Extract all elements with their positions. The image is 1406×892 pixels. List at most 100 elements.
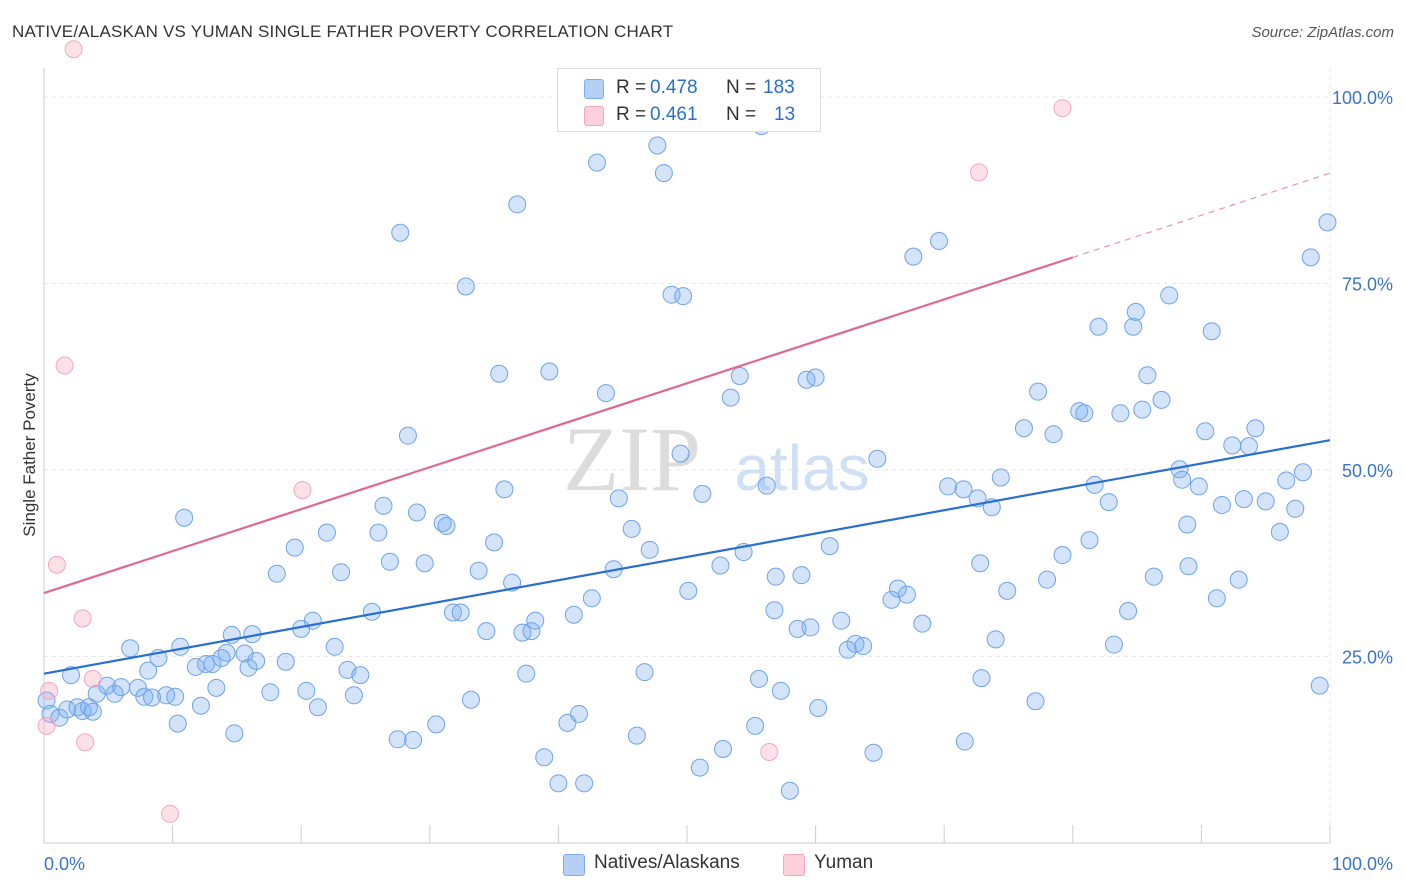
native-point xyxy=(1099,493,1118,512)
legend-item-yuman[interactable]: Yuman xyxy=(783,851,893,877)
trend-lines xyxy=(43,172,1331,675)
native-point xyxy=(1029,382,1048,401)
native-point xyxy=(239,658,258,677)
n-label: N = xyxy=(726,77,757,98)
native-point xyxy=(490,364,509,383)
native-point xyxy=(1207,589,1226,608)
native-point xyxy=(714,740,733,759)
native-point xyxy=(1212,496,1231,515)
watermark-zip: ZIP xyxy=(563,408,701,510)
native-point xyxy=(1318,213,1337,232)
native-point xyxy=(285,538,304,557)
legend-label-natives: Natives/Alaskans xyxy=(594,852,740,873)
native-point xyxy=(415,554,434,573)
yuman-point xyxy=(37,716,56,735)
native-point xyxy=(508,195,527,214)
watermark-atlas: atlas xyxy=(734,432,869,504)
r-label: R = xyxy=(616,77,647,98)
swatch-natives xyxy=(584,79,604,99)
native-point xyxy=(1270,522,1289,541)
native-point xyxy=(622,519,641,538)
native-point xyxy=(998,581,1017,600)
native-point xyxy=(1178,515,1197,534)
native-point xyxy=(1133,400,1152,419)
native-point xyxy=(217,643,236,662)
stats-legend: R = 0.478 N = 183 R = 0.461 N = 13 xyxy=(557,68,821,132)
swatch-yuman xyxy=(584,106,604,126)
native-point xyxy=(721,388,740,407)
native-point xyxy=(1196,422,1215,441)
yuman-point xyxy=(760,742,779,761)
native-point xyxy=(1080,531,1099,550)
native-point xyxy=(564,605,583,624)
native-point xyxy=(609,489,628,508)
native-point xyxy=(175,508,194,527)
native-point xyxy=(143,688,162,707)
trend-line-natives xyxy=(43,439,1331,675)
native-point xyxy=(477,622,496,641)
native-point xyxy=(771,681,790,700)
native-point xyxy=(437,516,456,535)
native-point xyxy=(398,426,417,445)
native-point xyxy=(780,781,799,800)
n-label: N = xyxy=(726,104,757,125)
native-point xyxy=(517,664,536,683)
native-point xyxy=(746,716,765,735)
legend-item-natives[interactable]: Natives/Alaskans xyxy=(563,851,763,877)
native-point xyxy=(41,704,60,723)
native-point xyxy=(191,696,210,715)
yuman-point xyxy=(161,804,180,823)
native-point xyxy=(792,566,811,585)
native-point xyxy=(806,368,825,387)
native-point xyxy=(451,603,470,622)
native-point xyxy=(1173,470,1192,489)
native-point xyxy=(297,681,316,700)
native-point xyxy=(267,564,286,583)
native-point xyxy=(380,552,399,571)
native-point xyxy=(1089,317,1108,336)
native-point xyxy=(991,468,1010,487)
native-point xyxy=(1223,436,1242,455)
native-point xyxy=(369,523,388,542)
yuman-point xyxy=(73,609,92,628)
native-point xyxy=(207,678,226,697)
native-point xyxy=(391,223,410,242)
native-point xyxy=(690,758,709,777)
stats-row-natives: R = 0.478 N = 183 xyxy=(558,77,820,101)
native-point xyxy=(344,686,363,705)
native-point xyxy=(308,698,327,717)
native-point xyxy=(596,384,615,403)
native-point xyxy=(469,561,488,580)
native-point xyxy=(766,567,785,586)
native-point xyxy=(351,666,370,685)
native-point xyxy=(427,715,446,734)
native-point xyxy=(765,601,784,620)
native-point xyxy=(954,480,973,499)
native-point xyxy=(1234,490,1253,509)
native-point xyxy=(971,554,990,573)
yuman-point xyxy=(969,163,988,182)
native-point xyxy=(1160,286,1179,305)
n-value: 183 xyxy=(763,77,795,98)
native-point xyxy=(679,581,698,600)
native-point xyxy=(1256,492,1275,511)
yuman-point xyxy=(1053,99,1072,118)
native-point xyxy=(1038,570,1057,589)
native-point xyxy=(157,686,176,705)
yuman-point xyxy=(64,40,83,59)
native-point xyxy=(1104,635,1123,654)
trend-line-yuman-extension xyxy=(1072,172,1331,258)
source-label: Source: ZipAtlas.com xyxy=(1251,24,1394,41)
stats-row-yuman: R = 0.461 N = 13 xyxy=(558,104,820,128)
native-point xyxy=(868,449,887,468)
trend-line-yuman xyxy=(43,256,1074,595)
native-point xyxy=(955,732,974,751)
y-tick-label: 75.0% xyxy=(1342,275,1393,295)
native-point xyxy=(864,743,883,762)
native-point xyxy=(1179,557,1198,576)
native-point xyxy=(671,444,690,463)
native-point xyxy=(640,540,659,559)
native-point xyxy=(575,774,594,793)
x-tick-label-max: 100.0% xyxy=(1332,854,1393,874)
